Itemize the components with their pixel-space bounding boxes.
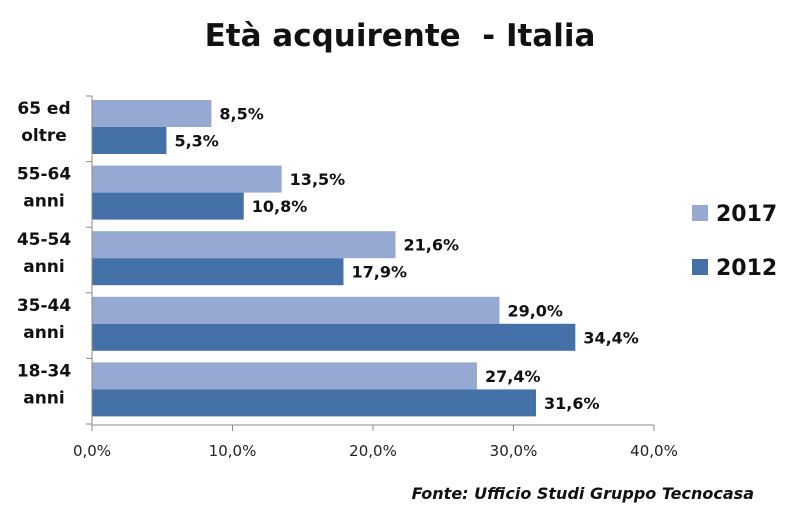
category-label-0-0: 65 ed [17, 99, 70, 119]
category-labels-group: 65 ed oltre 55-64 anni 45-54 anni 35-44 anni 18-… [17, 99, 72, 408]
source-note: Fonte: Ufficio Studi Gruppo Tecnocasa [411, 484, 754, 503]
value-label-2017-0: 8,5% [219, 105, 263, 124]
bar-2017-2 [92, 231, 396, 259]
value-label-2017-2: 21,6% [403, 236, 459, 255]
legend-swatch-2017 [692, 205, 708, 221]
value-label-2012-4: 31,6% [544, 394, 600, 413]
value-label-2017-4: 27,4% [485, 367, 541, 386]
x-tick-label-2: 20,0% [349, 442, 397, 460]
bar-2012-3 [92, 323, 576, 351]
x-tick-label-3: 30,0% [490, 442, 538, 460]
category-label-1-0: 55-64 [17, 165, 72, 185]
category-label-0-1: oltre [21, 126, 67, 146]
legend-swatch-2012 [692, 259, 708, 275]
category-label-1-1: anni [23, 192, 65, 212]
bars-group [92, 100, 576, 417]
bar-2017-0 [92, 100, 212, 127]
chart-title: Età acquirente - Italia [204, 18, 596, 54]
value-label-2017-3: 29,0% [507, 301, 563, 320]
category-label-3-0: 35-44 [17, 296, 72, 316]
x-tick-label-4: 40,0% [630, 442, 678, 460]
bar-2012-0 [92, 127, 167, 154]
x-axis: 0,0% 10,0% 20,0% 30,0% 40,0% [73, 95, 678, 460]
value-label-2012-3: 34,4% [583, 328, 639, 347]
legend-label-2012: 2012 [716, 256, 777, 281]
value-labels-group: 8,5%5,3% 13,5% 10,8% 21,6% 17,9% 29,0% 34,4% 27… [174, 105, 638, 413]
category-label-3-1: anni [23, 323, 65, 343]
value-label-2012-0: 5,3% [174, 132, 218, 151]
x-tick-label-1: 10,0% [209, 442, 257, 460]
value-label-2012-1: 10,8% [252, 197, 308, 216]
bar-2012-4 [92, 389, 536, 417]
value-label-2012-2: 17,9% [351, 263, 407, 282]
legend: 2017 2012 [692, 202, 777, 281]
bar-2012-1 [92, 192, 244, 220]
value-label-2017-1: 13,5% [290, 170, 346, 189]
category-label-2-0: 45-54 [17, 230, 72, 250]
bar-2012-2 [92, 258, 344, 286]
legend-label-2017: 2017 [716, 202, 777, 227]
category-label-4-1: anni [23, 388, 65, 408]
x-tick-label-0: 0,0% [73, 442, 111, 460]
bar-2017-3 [92, 296, 500, 324]
bar-2017-1 [92, 165, 282, 193]
category-label-2-1: anni [23, 257, 65, 277]
bar-2017-4 [92, 362, 477, 390]
category-label-4-0: 18-34 [17, 361, 72, 381]
